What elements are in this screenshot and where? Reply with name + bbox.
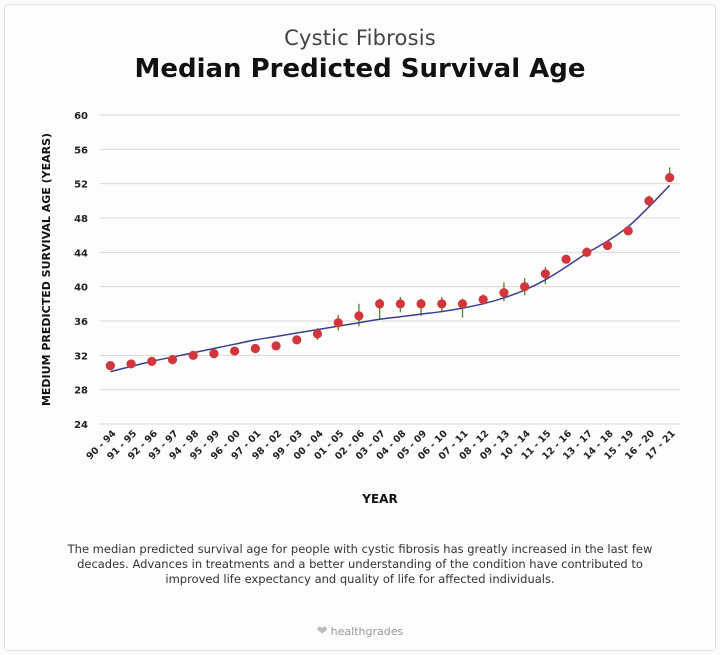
data-point xyxy=(582,247,592,257)
y-tick-label: 44 xyxy=(74,248,88,259)
data-point xyxy=(333,318,343,328)
brand-name: healthgrades xyxy=(330,625,404,638)
y-tick-label: 32 xyxy=(74,351,88,362)
data-point xyxy=(540,269,550,279)
y-tick-label: 40 xyxy=(74,283,88,294)
y-tick-label: 24 xyxy=(74,420,88,431)
data-point xyxy=(209,349,219,359)
chart-card xyxy=(4,4,716,651)
data-point xyxy=(665,173,675,183)
brand-logo: ❤ healthgrades xyxy=(0,624,720,639)
data-point xyxy=(250,343,260,354)
data-point xyxy=(602,240,613,251)
y-tick-label: 56 xyxy=(74,145,88,156)
chart-subtitle: Cystic Fibrosis xyxy=(284,26,436,50)
data-point xyxy=(271,341,281,351)
data-point xyxy=(437,299,447,309)
y-tick-label: 28 xyxy=(74,386,88,397)
y-tick-label: 36 xyxy=(74,317,88,328)
y-tick-label: 48 xyxy=(74,214,88,225)
data-point xyxy=(292,335,302,345)
data-point xyxy=(623,226,633,236)
data-point xyxy=(230,346,240,356)
heart-icon: ❤ xyxy=(316,624,328,639)
data-point xyxy=(105,361,115,371)
y-tick-label: 52 xyxy=(74,180,88,191)
data-point xyxy=(499,288,509,298)
data-point xyxy=(520,282,530,292)
data-point xyxy=(644,196,654,206)
data-point xyxy=(478,294,488,305)
data-point xyxy=(375,299,385,309)
y-axis-title: MEDIUM PREDICTED SURVIVAL AGE (YEARS) xyxy=(40,133,53,406)
data-point xyxy=(354,311,364,321)
data-point xyxy=(395,299,405,309)
data-point xyxy=(416,299,426,309)
data-point xyxy=(312,329,323,339)
data-point xyxy=(126,359,136,369)
data-point xyxy=(188,350,198,360)
data-point xyxy=(147,356,157,366)
data-point xyxy=(457,299,468,309)
trend-line xyxy=(110,184,671,373)
chart-caption: The median predicted survival age for pe… xyxy=(67,542,653,586)
data-point xyxy=(561,254,571,264)
chart-title: Median Predicted Survival Age xyxy=(134,54,586,84)
data-point xyxy=(167,355,178,365)
y-tick-label: 60 xyxy=(74,111,88,122)
x-axis-title: YEAR xyxy=(361,492,397,506)
